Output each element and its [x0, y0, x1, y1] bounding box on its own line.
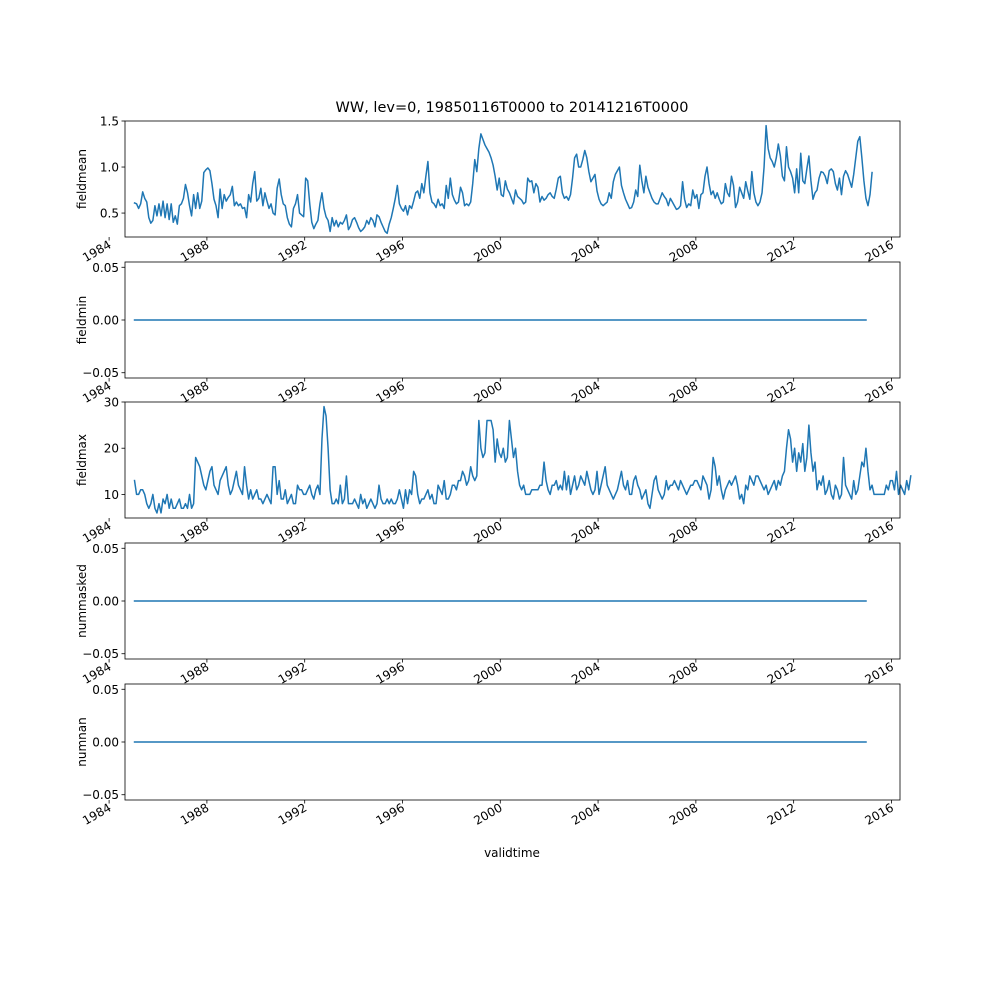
- y-tick-label-2: 0.05: [92, 261, 119, 275]
- y-tick-label-1: 1.0: [100, 161, 119, 175]
- y-tick-label-0: 10: [104, 488, 119, 502]
- axes-frame-fieldmean: [124, 120, 901, 238]
- axes-frame-fieldmax: [124, 401, 901, 519]
- y-tick-label-1: 0.00: [92, 595, 119, 609]
- y-axis-label-fieldmean: fieldmean: [75, 149, 89, 209]
- y-tick-label-0: −0.05: [82, 647, 119, 661]
- y-tick-label-1: 0.00: [92, 314, 119, 328]
- series-line-fieldmean-0: [133, 124, 873, 235]
- y-tick-label-2: 1.5: [100, 115, 119, 129]
- series-line-fieldmax-0: [133, 405, 912, 514]
- y-tick-label-2: 30: [104, 396, 119, 410]
- y-tick-label-1: 20: [104, 442, 119, 456]
- y-tick-label-1: 0.00: [92, 736, 119, 750]
- y-axis-label-numnan: numnan: [75, 717, 89, 766]
- y-axis-label-nummasked: nummasked: [75, 564, 89, 638]
- y-axis-label-fieldmax: fieldmax: [75, 434, 89, 486]
- x-axis-label: validtime: [484, 846, 540, 860]
- subplot-fieldmax: 1984 1988 1992 1996 2000 2004 2008 2012 20161020…: [75, 396, 912, 546]
- figure-title: WW, lev=0, 19850116T0000 to 20141216T000…: [336, 100, 689, 116]
- y-tick-label-2: 0.05: [92, 683, 119, 697]
- y-tick-label-0: −0.05: [82, 366, 119, 380]
- y-tick-label-0: −0.05: [82, 788, 119, 802]
- y-axis-label-fieldmin: fieldmin: [75, 296, 89, 345]
- y-tick-label-0: 0.5: [100, 207, 119, 221]
- y-tick-label-2: 0.05: [92, 542, 119, 556]
